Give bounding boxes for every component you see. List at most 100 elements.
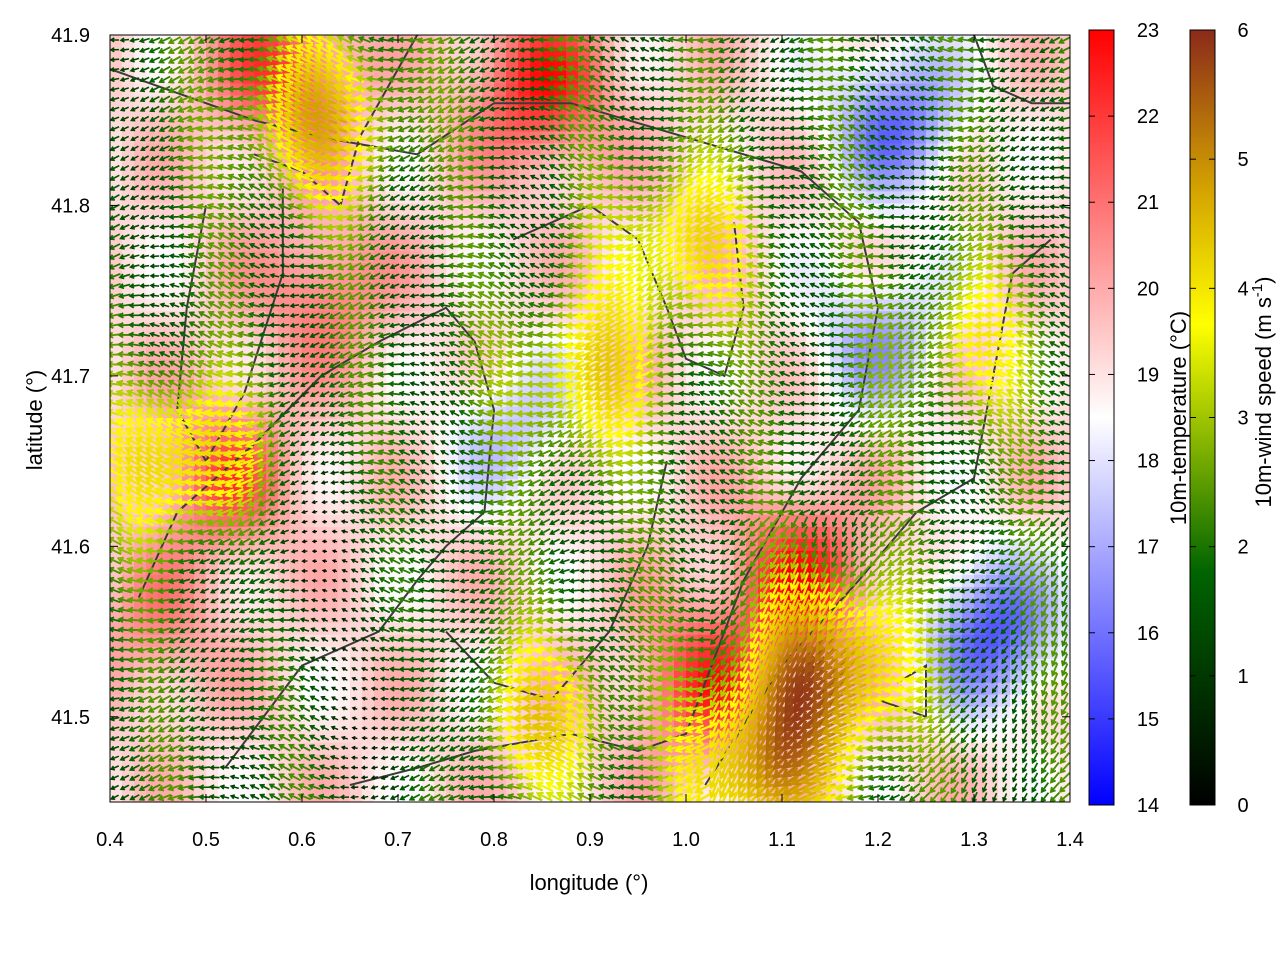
heatmap-cell — [338, 562, 351, 575]
heatmap-cell — [350, 670, 363, 683]
heatmap-cell — [674, 370, 687, 384]
heatmap-cell — [890, 178, 903, 192]
heatmap-cell — [134, 82, 147, 96]
heatmap-cell — [326, 574, 339, 587]
heatmap-cell — [206, 730, 219, 743]
heatmap-cell — [1034, 226, 1047, 240]
heatmap-cell — [362, 694, 375, 707]
heatmap-cell — [194, 730, 207, 743]
heatmap-cell — [914, 142, 927, 156]
heatmap-cell — [794, 454, 807, 468]
heatmap-cell — [230, 778, 243, 791]
heatmap-cell — [794, 142, 807, 156]
heatmap-cell — [758, 202, 771, 216]
heatmap-cell — [794, 238, 807, 252]
heatmap-cell — [134, 262, 147, 276]
heatmap-cell — [362, 730, 375, 743]
heatmap-cell — [1010, 790, 1023, 802]
heatmap-cell — [518, 238, 531, 252]
heatmap-cell — [314, 586, 327, 599]
heatmap-cell — [194, 754, 207, 767]
heatmap-cell — [314, 418, 327, 432]
heatmap-cell — [350, 694, 363, 707]
heatmap-cell — [434, 238, 447, 252]
heatmap-cell — [434, 418, 447, 432]
heatmap-cell — [326, 562, 339, 575]
heatmap-cell — [374, 694, 387, 707]
heatmap-cell — [494, 130, 507, 144]
heatmap-cell — [890, 202, 903, 216]
heatmap-cell — [1010, 766, 1023, 779]
heatmap-cell — [386, 754, 399, 767]
heatmap-cell — [998, 682, 1011, 695]
heatmap-cell — [794, 94, 807, 108]
heatmap-cell — [374, 670, 387, 683]
heatmap-cell — [794, 70, 807, 84]
heatmap-cell — [122, 58, 135, 72]
heatmap-cell — [110, 730, 123, 743]
heatmap-cell — [386, 730, 399, 743]
heatmap-cell — [326, 526, 339, 539]
heatmap-cell — [134, 658, 147, 671]
heatmap-cell — [110, 346, 123, 360]
heatmap-cell — [446, 562, 459, 575]
heatmap-cell — [794, 118, 807, 132]
heatmap-cell — [506, 70, 519, 84]
heatmap-cell — [326, 514, 339, 527]
heatmap-cell — [698, 622, 711, 635]
heatmap-cell — [818, 370, 831, 384]
heatmap-cell — [146, 730, 159, 743]
heatmap-cell — [374, 754, 387, 767]
heatmap-cell — [758, 178, 771, 192]
heatmap-cell — [170, 94, 183, 108]
heatmap-cell — [1034, 178, 1047, 192]
heatmap-cell — [218, 94, 231, 108]
heatmap-cell — [554, 526, 567, 539]
heatmap-cell — [326, 478, 339, 491]
heatmap-cell — [602, 202, 615, 216]
heatmap-cell — [914, 454, 927, 468]
heatmap-cell — [362, 754, 375, 767]
heatmap-cell — [326, 502, 339, 515]
heatmap-cell — [194, 622, 207, 635]
heatmap-cell — [542, 346, 555, 360]
heatmap-cell — [254, 694, 267, 707]
heatmap-cell — [158, 790, 171, 802]
heatmap-cell — [1034, 154, 1047, 168]
heatmap-cell — [290, 346, 303, 360]
heatmap-cell — [170, 754, 183, 767]
heatmap-cell — [398, 370, 411, 384]
heatmap-cell — [146, 70, 159, 84]
heatmap-cell — [302, 562, 315, 575]
heatmap-cell — [494, 778, 507, 791]
heatmap-cell — [338, 790, 351, 802]
heatmap-cell — [290, 538, 303, 551]
heatmap-cell — [182, 694, 195, 707]
heatmap-cell — [314, 562, 327, 575]
heatmap-cell — [338, 670, 351, 683]
heatmap-cell — [638, 130, 651, 144]
heatmap-cell — [674, 394, 687, 408]
heatmap-cell — [170, 526, 183, 539]
heatmap-cell — [110, 142, 123, 156]
heatmap-cell — [350, 754, 363, 767]
heatmap-cell — [494, 118, 507, 132]
heatmap-cell — [134, 190, 147, 204]
heatmap-cell — [146, 106, 159, 120]
heatmap-cell — [110, 262, 123, 276]
heatmap-cell — [770, 94, 783, 108]
heatmap-cell — [914, 202, 927, 216]
heatmap-cell — [434, 622, 447, 635]
heatmap-cell — [914, 478, 927, 491]
heatmap-cell — [650, 35, 663, 48]
heatmap-cell — [410, 394, 423, 408]
heatmap-cell — [914, 118, 927, 132]
heatmap-cell — [326, 454, 339, 468]
heatmap-cell — [986, 730, 999, 743]
heatmap-cell — [458, 538, 471, 551]
heatmap-cell — [110, 562, 123, 575]
heatmap-cell — [326, 538, 339, 551]
heatmap-cell — [134, 790, 147, 802]
heatmap-cell — [182, 742, 195, 755]
